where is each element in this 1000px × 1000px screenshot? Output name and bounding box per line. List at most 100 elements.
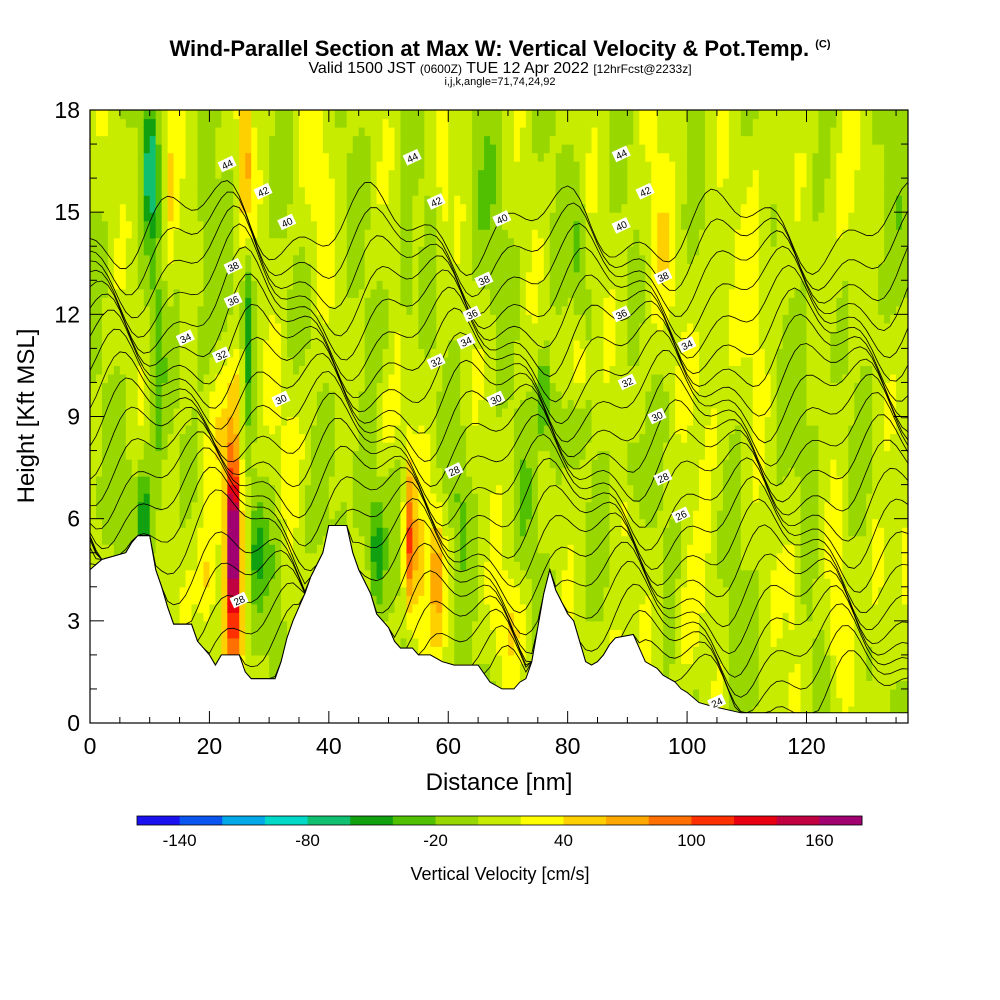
velocity-cell xyxy=(370,212,378,222)
velocity-cell xyxy=(125,280,133,290)
velocity-cell xyxy=(215,399,222,409)
velocity-cell xyxy=(107,544,115,554)
velocity-cell xyxy=(466,152,473,162)
velocity-cell xyxy=(424,450,431,460)
velocity-cell xyxy=(131,297,139,307)
velocity-cell xyxy=(412,118,419,128)
velocity-cell xyxy=(430,186,437,196)
velocity-cell xyxy=(412,637,419,647)
velocity-cell xyxy=(460,510,467,520)
velocity-cell xyxy=(430,510,437,520)
velocity-cell xyxy=(221,178,228,188)
velocity-cell xyxy=(263,169,270,179)
velocity-cell xyxy=(412,518,419,528)
velocity-cell xyxy=(472,612,479,622)
velocity-cell xyxy=(263,484,270,494)
velocity-cell xyxy=(245,416,252,426)
velocity-cell xyxy=(466,322,473,332)
velocity-cell xyxy=(101,322,109,332)
velocity-cell xyxy=(293,493,300,503)
velocity-cell xyxy=(328,339,336,349)
velocity-cell xyxy=(113,484,121,494)
velocity-cell xyxy=(424,373,431,384)
velocity-cell xyxy=(400,263,408,273)
velocity-cell xyxy=(149,501,157,511)
velocity-cell xyxy=(101,544,109,554)
velocity-cell xyxy=(90,467,97,477)
velocity-cell xyxy=(179,229,187,239)
velocity-cell xyxy=(233,390,240,401)
velocity-cell xyxy=(346,263,354,273)
velocity-cell xyxy=(251,314,258,324)
velocity-cell xyxy=(90,220,97,230)
velocity-cell xyxy=(370,493,378,503)
velocity-cell xyxy=(155,365,163,375)
velocity-cell xyxy=(310,280,318,290)
velocity-cell xyxy=(233,603,240,613)
velocity-cell xyxy=(496,535,503,545)
velocity-cell xyxy=(137,246,145,256)
velocity-cell xyxy=(113,459,121,469)
velocity-cell xyxy=(221,118,228,128)
velocity-cell xyxy=(245,178,252,188)
velocity-cell xyxy=(263,118,270,128)
velocity-cell xyxy=(448,433,455,443)
velocity-cell xyxy=(454,612,461,622)
velocity-cell xyxy=(107,493,115,503)
velocity-cell xyxy=(95,127,103,137)
velocity-cell xyxy=(400,280,408,290)
velocity-cell xyxy=(412,254,419,264)
velocity-cell xyxy=(233,237,240,247)
velocity-cell xyxy=(424,237,431,247)
velocity-cell xyxy=(125,365,133,375)
velocity-cell xyxy=(322,152,330,162)
velocity-cell xyxy=(436,603,443,613)
velocity-cell xyxy=(430,442,437,452)
velocity-cell xyxy=(376,603,384,613)
velocity-cell xyxy=(263,433,270,443)
velocity-cell xyxy=(263,416,270,426)
velocity-cell xyxy=(173,373,181,384)
velocity-cell xyxy=(472,195,479,205)
velocity-cell xyxy=(185,407,193,418)
velocity-cell xyxy=(149,271,157,281)
velocity-cell xyxy=(376,450,384,460)
velocity-cell xyxy=(251,629,258,639)
velocity-cell xyxy=(442,569,449,579)
velocity-cell xyxy=(263,365,270,375)
velocity-cell xyxy=(304,237,312,247)
velocity-cell xyxy=(328,442,336,452)
velocity-cell xyxy=(472,135,479,145)
velocity-cell xyxy=(400,373,408,384)
velocity-cell xyxy=(310,263,318,273)
velocity-cell xyxy=(167,450,175,460)
velocity-cell xyxy=(412,416,419,426)
velocity-cell xyxy=(364,203,372,213)
velocity-cell xyxy=(388,288,396,298)
velocity-cell xyxy=(460,382,467,392)
velocity-cell xyxy=(454,552,461,562)
velocity-cell xyxy=(310,416,318,426)
velocity-cell xyxy=(340,212,348,222)
velocity-cell xyxy=(478,356,485,367)
velocity-cell xyxy=(131,186,139,196)
velocity-cell xyxy=(233,212,240,222)
velocity-cell xyxy=(298,254,306,264)
velocity-cell xyxy=(424,331,431,341)
velocity-cell xyxy=(472,510,479,520)
velocity-cell xyxy=(454,127,461,137)
velocity-cell xyxy=(221,484,228,494)
velocity-cell xyxy=(125,450,133,460)
velocity-cell xyxy=(328,297,336,307)
velocity-cell xyxy=(448,646,455,656)
velocity-cell xyxy=(275,246,282,256)
velocity-cell xyxy=(245,365,252,375)
velocity-cell xyxy=(263,527,270,537)
velocity-cell xyxy=(424,390,431,401)
velocity-cell xyxy=(376,254,384,264)
velocity-cell xyxy=(155,135,163,145)
velocity-cell xyxy=(466,373,473,384)
velocity-cell xyxy=(275,135,282,145)
velocity-cell xyxy=(161,314,169,324)
velocity-cell xyxy=(436,118,443,128)
